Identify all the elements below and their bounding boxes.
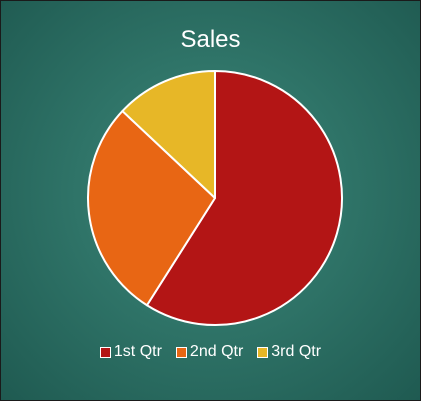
legend-item-3rd-qtr: 3rd Qtr bbox=[257, 343, 321, 361]
chart-title: Sales bbox=[180, 26, 241, 53]
legend-swatch-1st-qtr bbox=[99, 346, 111, 358]
pie-slice-1st-qtr bbox=[145, 70, 343, 326]
legend-item-2nd-qtr: 2nd Qtr bbox=[175, 343, 244, 361]
legend-item-1st-qtr: 1st Qtr bbox=[99, 343, 162, 361]
chart-legend: 1st Qtr 2nd Qtr 3rd Qtr bbox=[1, 343, 420, 361]
pie-slice-3rd-qtr bbox=[121, 70, 216, 199]
pie-slices bbox=[87, 70, 343, 326]
legend-label-1st-qtr: 1st Qtr bbox=[113, 343, 162, 360]
pie-slice-2nd-qtr bbox=[87, 110, 216, 307]
legend-label-3rd-qtr: 3rd Qtr bbox=[271, 343, 322, 360]
legend-label-2nd-qtr: 2nd Qtr bbox=[189, 343, 244, 360]
legend-swatch-3rd-qtr bbox=[257, 346, 269, 358]
legend-swatch-2nd-qtr bbox=[175, 346, 187, 358]
